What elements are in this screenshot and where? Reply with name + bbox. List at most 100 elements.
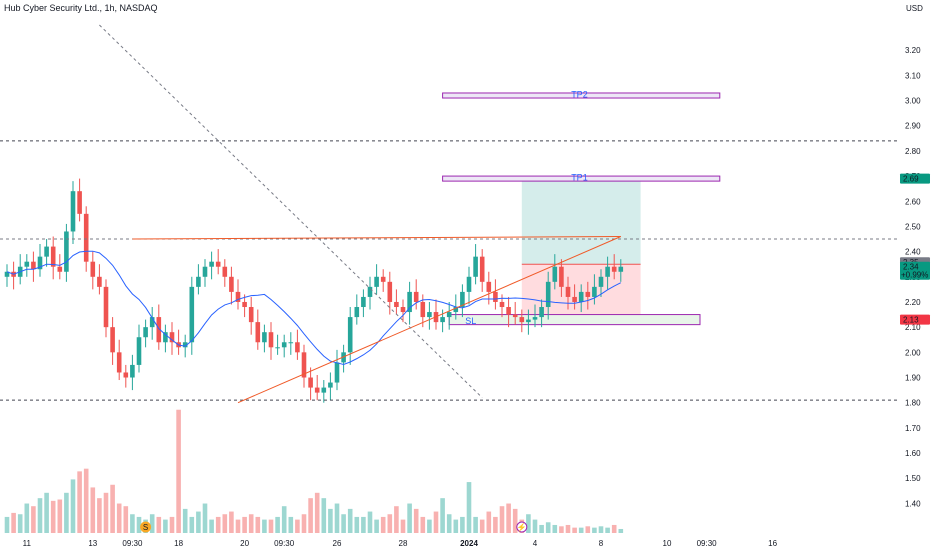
candle-body bbox=[380, 276, 386, 282]
candle-body bbox=[24, 261, 30, 267]
volume-bar bbox=[70, 479, 76, 533]
candle-body bbox=[611, 266, 617, 272]
candle-body bbox=[473, 256, 478, 277]
volume-bar bbox=[400, 519, 406, 533]
volume-bar bbox=[4, 516, 10, 533]
x-tick-label: 11 bbox=[23, 539, 32, 548]
time-axis: 11 13 09:30 18 20 09:30 26 28 2024 4 8 10 09:30 16 S ⚡ bbox=[23, 521, 778, 548]
candle-body bbox=[460, 291, 465, 308]
candle-body bbox=[572, 296, 577, 302]
volume-bar bbox=[268, 519, 274, 533]
volume-bar bbox=[328, 508, 333, 533]
y-tick-label: 2.50 bbox=[905, 222, 921, 231]
candle-body bbox=[605, 266, 610, 277]
volume-bar bbox=[215, 516, 221, 533]
candle-body bbox=[440, 317, 445, 323]
volume-bar bbox=[103, 492, 109, 533]
volume-bar bbox=[585, 526, 591, 533]
volume-bar bbox=[605, 527, 610, 533]
volume-bar bbox=[116, 503, 122, 533]
volume-bar bbox=[387, 514, 393, 533]
volume-bar bbox=[427, 519, 432, 533]
y-tick-label: 1.70 bbox=[905, 424, 921, 433]
volume-bar bbox=[413, 508, 419, 533]
y-tick-label: 2.00 bbox=[905, 348, 921, 357]
candle-body bbox=[565, 286, 571, 297]
candle-body bbox=[479, 256, 485, 282]
candle-body bbox=[552, 266, 558, 282]
volume-bar bbox=[499, 506, 505, 533]
volume-bar bbox=[97, 498, 102, 533]
candle-body bbox=[539, 307, 544, 318]
candle-body bbox=[50, 246, 56, 267]
price-label-last bbox=[900, 261, 930, 280]
volume-bar bbox=[347, 508, 353, 533]
candle-body bbox=[248, 307, 254, 323]
candle-body bbox=[281, 342, 287, 348]
candle-body bbox=[367, 286, 373, 297]
volume-bar bbox=[123, 506, 129, 533]
candle-body bbox=[512, 314, 518, 318]
volume-bar bbox=[334, 503, 340, 533]
volume-bar bbox=[453, 519, 459, 533]
zone-box-tp2 bbox=[442, 92, 721, 99]
candle-body bbox=[446, 312, 452, 318]
price-labels: 2.692.352.34+0.99%2.13 bbox=[900, 173, 930, 325]
candle-body bbox=[295, 342, 300, 353]
volume-bar bbox=[407, 503, 412, 533]
candle-body bbox=[486, 281, 492, 292]
candle-body bbox=[592, 286, 597, 297]
candle-body bbox=[97, 276, 102, 287]
candle-body bbox=[466, 276, 472, 292]
volume-bar bbox=[50, 500, 56, 533]
y-tick-label: 1.40 bbox=[905, 499, 921, 508]
volume-bar bbox=[288, 516, 294, 533]
moving-average bbox=[6, 250, 622, 366]
volume-bar bbox=[592, 527, 597, 533]
x-tick-label: 16 bbox=[768, 539, 777, 548]
volume-bar bbox=[189, 516, 195, 533]
price-label-sl bbox=[900, 314, 930, 325]
candle-body bbox=[235, 291, 241, 302]
candle-body bbox=[103, 286, 109, 328]
volume-bar bbox=[512, 508, 518, 533]
candle-body bbox=[31, 261, 36, 270]
zone-label-tp1: TP1 bbox=[571, 173, 588, 183]
y-tick-label: 3.10 bbox=[905, 71, 921, 80]
volume-bar bbox=[367, 511, 373, 533]
volume-bar bbox=[156, 516, 162, 533]
x-tick-label: 13 bbox=[88, 539, 97, 548]
moving-average-line bbox=[6, 250, 622, 366]
volume-bar bbox=[545, 522, 551, 533]
currency-label: USD bbox=[906, 4, 923, 13]
take-profit-zone bbox=[521, 178, 641, 265]
candle-body bbox=[532, 317, 538, 320]
volume-bar bbox=[479, 519, 485, 533]
volume-bar bbox=[466, 482, 472, 533]
volume-bar bbox=[130, 514, 135, 533]
candle-body bbox=[585, 291, 591, 297]
candle-body bbox=[347, 317, 353, 353]
price-change-text: +0.99% bbox=[901, 271, 928, 280]
x-tick-label: 20 bbox=[240, 539, 249, 548]
volume-bar bbox=[57, 499, 63, 533]
volume-bar bbox=[354, 516, 360, 533]
volume-bar bbox=[446, 514, 452, 533]
volume-bar bbox=[136, 516, 142, 533]
candle-body bbox=[275, 347, 280, 349]
candle-body bbox=[83, 213, 89, 262]
volume-bar bbox=[64, 492, 69, 533]
candle-body bbox=[70, 191, 76, 232]
candle-body bbox=[77, 191, 82, 214]
volume-bar bbox=[314, 492, 320, 533]
candle-body bbox=[400, 307, 406, 313]
candle-body bbox=[328, 382, 333, 388]
x-tick-label: 09:30 bbox=[697, 539, 718, 548]
volume-bar bbox=[361, 516, 366, 533]
candle-body bbox=[420, 301, 426, 318]
candle-body bbox=[242, 301, 247, 308]
x-tick-label: 28 bbox=[399, 539, 408, 548]
volume-bar bbox=[44, 492, 49, 533]
volume-bar bbox=[235, 519, 241, 533]
